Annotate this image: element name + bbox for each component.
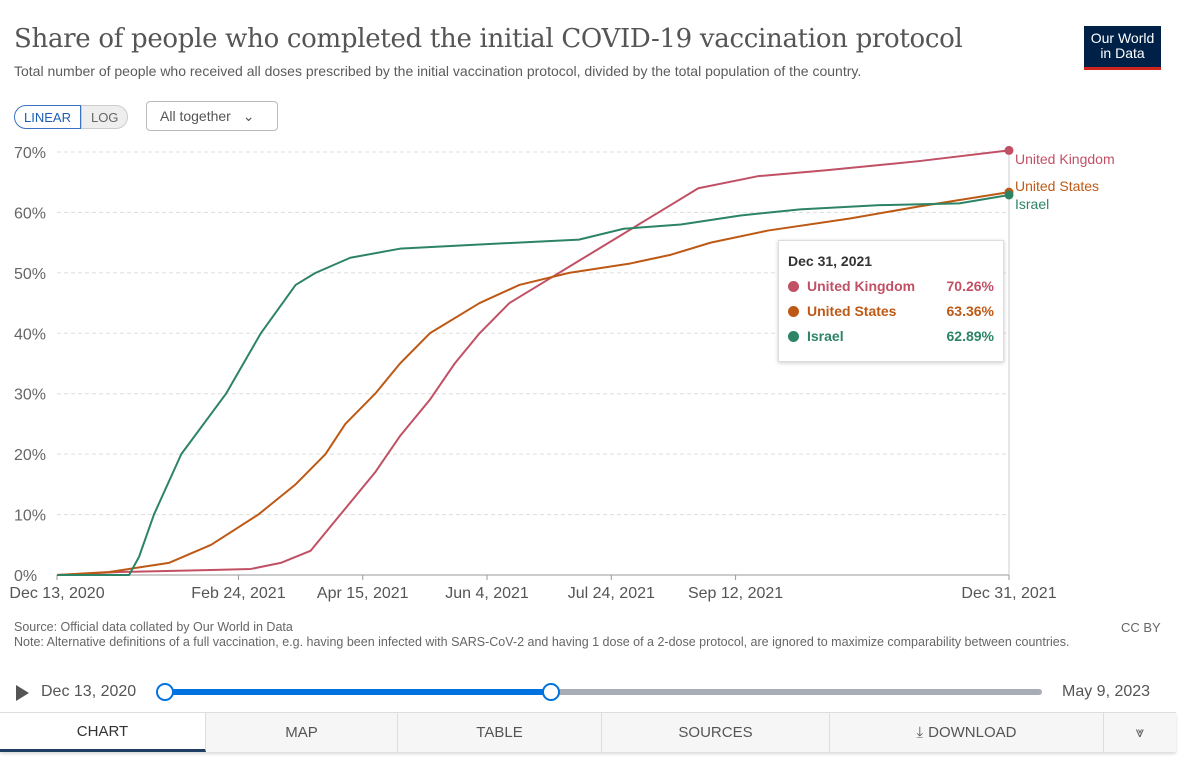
chevron-down-icon: ⌄: [242, 108, 255, 124]
tooltip-row: United States 63.36%: [788, 303, 994, 319]
series-label: United Kingdom: [1015, 151, 1115, 167]
x-tick-label: Feb 24, 2021: [191, 585, 285, 602]
tooltip-value: 62.89%: [946, 328, 994, 344]
tab-table[interactable]: TABLE: [398, 713, 602, 752]
y-tick-label: 60%: [14, 205, 46, 222]
y-tick-label: 30%: [14, 387, 46, 404]
x-tick-label: Dec 31, 2021: [961, 585, 1056, 602]
scale-toggle: LINEAR LOG: [14, 105, 129, 129]
y-tick-label: 10%: [14, 508, 46, 525]
chart-title: Share of people who completed the initia…: [14, 24, 963, 54]
tooltip-value: 70.26%: [946, 278, 994, 294]
tooltip: Dec 31, 2021 United Kingdom 70.26% United…: [778, 240, 1004, 362]
x-tick-label: Jul 24, 2021: [568, 585, 655, 602]
tooltip-value: 63.36%: [946, 303, 994, 319]
license-link[interactable]: CC BY: [1121, 620, 1161, 635]
timeline-start-label: Dec 13, 2020: [41, 683, 137, 700]
source-text[interactable]: Source: Official data collated by Our Wo…: [14, 620, 293, 634]
timeline-end-handle[interactable]: [541, 683, 560, 701]
x-tick-label: Sep 12, 2021: [688, 585, 783, 602]
share-button[interactable]: ⩔: [1104, 713, 1176, 752]
end-point-marker: [1004, 190, 1014, 200]
linear-button[interactable]: LINEAR: [14, 105, 81, 129]
tooltip-series-name: United States: [807, 303, 897, 319]
series-line-united-kingdom: [56, 149, 1010, 576]
y-tick-label: 0%: [14, 568, 37, 585]
series-line-united-states: [56, 191, 1010, 576]
share-icon: ⩔: [1135, 724, 1145, 741]
series-dot: [788, 305, 799, 317]
tooltip-series-name: Israel: [807, 328, 844, 344]
tab-map[interactable]: MAP: [206, 713, 398, 752]
download-label: DOWNLOAD: [928, 724, 1017, 741]
tooltip-date: Dec 31, 2021: [788, 253, 873, 269]
y-tick-label: 20%: [14, 447, 46, 464]
y-tick-label: 70%: [14, 145, 46, 162]
x-tick-label: Jun 4, 2021: [445, 585, 529, 602]
x-tick-label: Dec 13, 2020: [9, 585, 104, 602]
log-button[interactable]: LOG: [80, 105, 129, 129]
facet-dropdown[interactable]: All together ⌄: [146, 101, 278, 131]
note-text: Note: Alternative definitions of a full …: [14, 635, 1070, 649]
chart-subtitle: Total number of people who received all …: [14, 63, 862, 79]
tooltip-series-name: United Kingdom: [807, 278, 916, 294]
line-chart: 0% 10% 20% 30% 40% 50% 60% 70% Dec 13, 2020 Feb 2…: [9, 145, 1115, 602]
play-icon[interactable]: [16, 685, 29, 701]
tooltip-row: Israel 62.89%: [788, 328, 994, 344]
footer: Source: Official data collated by Our Wo…: [14, 620, 1114, 650]
tab-download[interactable]: ⤓ DOWNLOAD: [830, 713, 1104, 752]
timeline-start-handle[interactable]: [156, 683, 174, 701]
tab-bar: CHART MAP TABLE SOURCES ⤓ DOWNLOAD ⩔: [0, 712, 1176, 752]
timeline-end-label: May 9, 2023: [1062, 683, 1151, 700]
end-point-marker: [1004, 145, 1014, 155]
series-label: Israel: [1015, 196, 1049, 212]
timeline-track[interactable]: [165, 689, 1042, 695]
series-label: United States: [1015, 178, 1099, 194]
series-dot: [788, 280, 799, 292]
tooltip-row: United Kingdom 70.26%: [788, 278, 994, 294]
series-dot: [788, 330, 799, 342]
tab-chart[interactable]: CHART: [0, 713, 206, 752]
timeline-selected-range: [165, 689, 551, 695]
download-icon: ⤓: [916, 724, 924, 741]
y-tick-label: 40%: [14, 326, 46, 343]
facet-label: All together: [160, 108, 231, 124]
tab-sources[interactable]: SOURCES: [602, 713, 830, 752]
owid-logo[interactable]: Our World in Data: [1084, 26, 1161, 70]
y-tick-label: 50%: [14, 266, 46, 283]
x-tick-label: Apr 15, 2021: [317, 585, 409, 602]
series-line-israel: [57, 193, 1010, 576]
